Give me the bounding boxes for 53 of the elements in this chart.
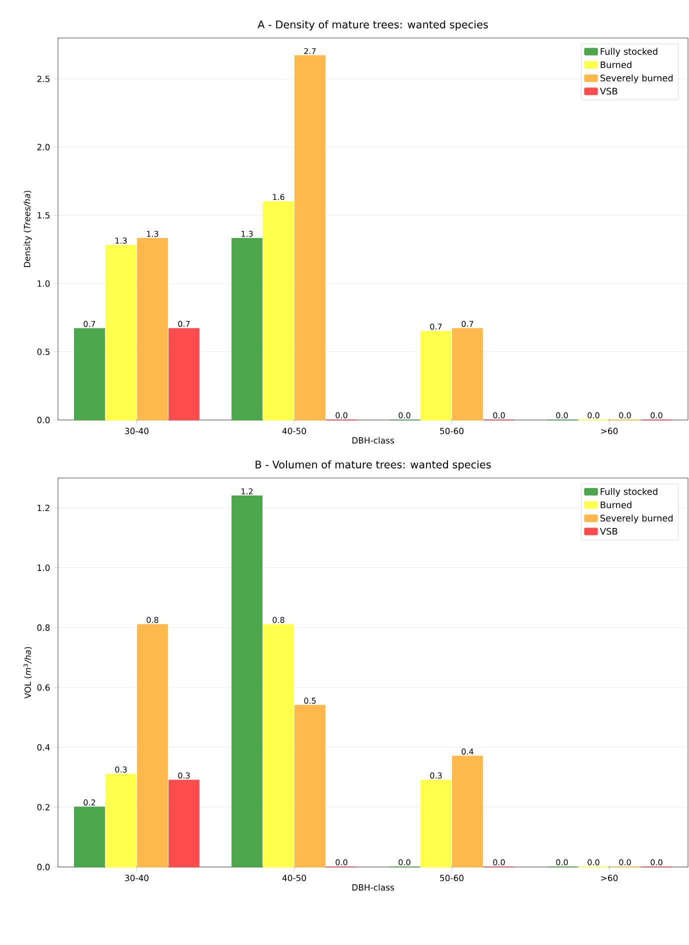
legend-label: VSB <box>600 88 618 95</box>
bar <box>452 328 483 420</box>
bar <box>106 774 136 868</box>
bar <box>263 201 294 420</box>
y-tick-label: 0.2 <box>37 804 50 810</box>
y-tick-label: 0.6 <box>37 684 50 691</box>
x-tick-label: 30-40 <box>125 428 148 434</box>
legend-label: Fully stocked <box>600 488 658 497</box>
chart-title: A - Density of mature trees: wanted species <box>258 20 488 30</box>
y-axis-title: VOL (m$^{3}$/ha) <box>24 647 32 699</box>
y-tick-label: 0.0 <box>37 864 50 870</box>
legend-label: Fully stocked <box>600 48 658 57</box>
y-tick-label: 2.5 <box>37 76 50 82</box>
x-tick-label: 50-60 <box>440 874 464 882</box>
bar <box>137 624 168 868</box>
y-tick-label: 0.5 <box>37 348 50 355</box>
x-tick-label: 50-60 <box>440 428 464 434</box>
x-axis-title: DBH-class <box>352 884 394 891</box>
x-axis-title: DBH-class <box>352 437 394 444</box>
legend-label: VSB <box>600 528 618 535</box>
y-tick-label: 1.0 <box>38 280 50 287</box>
x-tick-label: >60 <box>601 874 618 882</box>
bar <box>294 55 326 420</box>
bar <box>232 495 262 868</box>
legend-label: Burned <box>600 61 632 68</box>
bar <box>74 806 105 868</box>
bar <box>106 244 136 420</box>
bar <box>452 756 483 868</box>
bar <box>263 624 294 868</box>
bar <box>420 330 452 420</box>
x-tick-label: 40-50 <box>282 428 306 434</box>
bar <box>168 328 200 420</box>
bar <box>232 238 262 420</box>
y-axis-title: Density (Trees/ha) <box>24 190 32 268</box>
bar <box>420 780 452 868</box>
legend-label: Severely burned <box>600 514 673 524</box>
bar <box>168 780 200 868</box>
x-tick-label: 30-40 <box>125 874 148 882</box>
chart-title: B - Volumen of mature trees: wanted species <box>256 460 491 470</box>
bar <box>294 704 326 868</box>
x-tick-label: 40-50 <box>282 874 306 882</box>
y-tick-label: 1.2 <box>38 504 50 512</box>
y-tick-label: 0.4 <box>37 744 50 751</box>
y-tick-label: 1.5 <box>38 212 50 218</box>
bar <box>137 238 168 420</box>
y-tick-label: 0.8 <box>37 624 50 631</box>
y-tick-label: 1.0 <box>38 564 50 571</box>
legend-label: Burned <box>600 501 632 508</box>
y-tick-label: 0.0 <box>37 416 50 424</box>
legend-label: Severely burned <box>600 74 673 84</box>
bar <box>74 328 105 420</box>
y-tick-label: 2.0 <box>37 144 50 150</box>
x-tick-label: >60 <box>601 428 618 434</box>
